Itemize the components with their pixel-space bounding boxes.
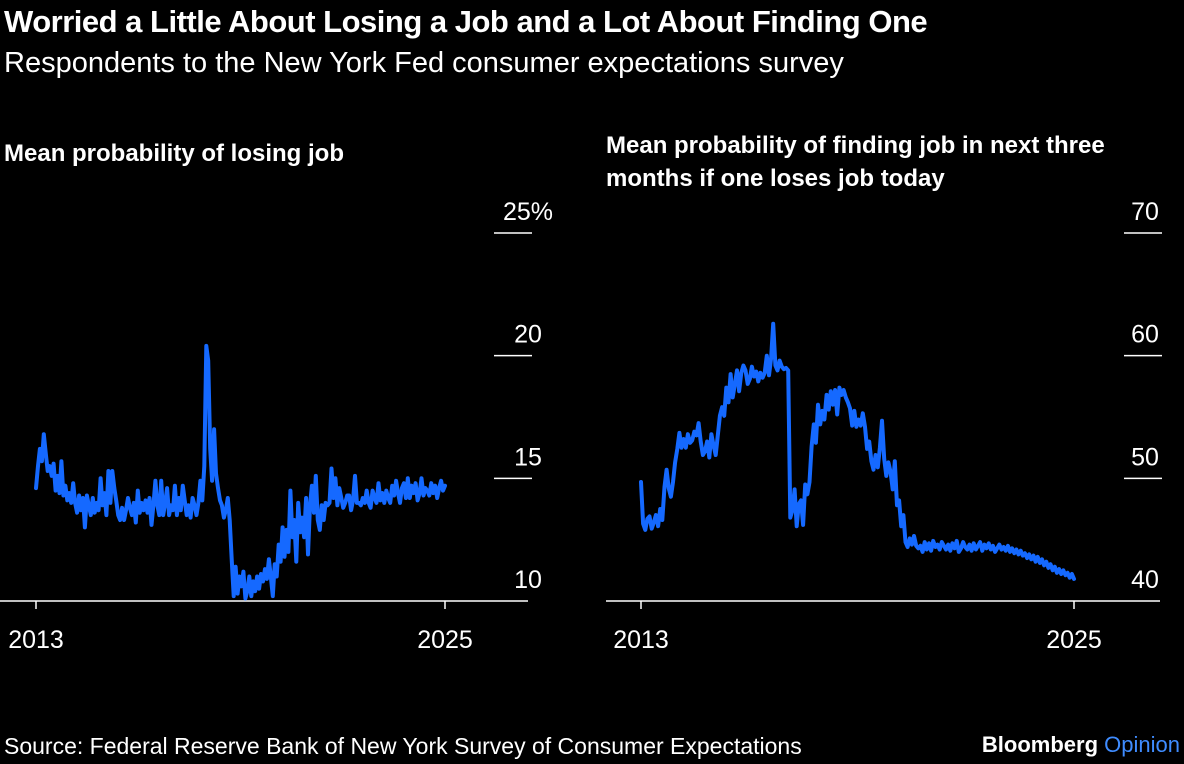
- y-tick-label: 25%: [503, 198, 553, 226]
- y-tick-label: 15: [514, 443, 542, 471]
- series-line: [639, 321, 1076, 581]
- y-tick-label: 60: [1131, 321, 1159, 349]
- x-tick-label: 2025: [417, 626, 473, 654]
- chart-title: Worried a Little About Losing a Job and …: [4, 4, 928, 39]
- series-line: [34, 343, 447, 601]
- brand-accent: Opinion: [1104, 732, 1180, 757]
- y-tick-label: 40: [1131, 566, 1159, 594]
- x-tick-label: 2025: [1046, 626, 1102, 654]
- y-tick-label: 10: [514, 566, 542, 594]
- x-tick-label: 2013: [8, 626, 64, 654]
- panel-title-losing-job: Mean probability of losing job: [4, 140, 344, 167]
- y-tick-label: 70: [1131, 198, 1159, 226]
- x-tick-label: 2013: [613, 626, 669, 654]
- brand-name: Bloomberg: [981, 732, 1099, 757]
- brand-logo: Bloomberg Opinion: [982, 732, 1180, 758]
- y-tick-label: 50: [1131, 443, 1159, 471]
- source-note: Source: Federal Reserve Bank of New York…: [4, 733, 802, 759]
- chart-subtitle: Respondents to the New York Fed consumer…: [4, 47, 844, 79]
- y-tick-label: 20: [514, 321, 542, 349]
- panel-title-finding-job: Mean probability of finding job in next …: [606, 132, 1105, 192]
